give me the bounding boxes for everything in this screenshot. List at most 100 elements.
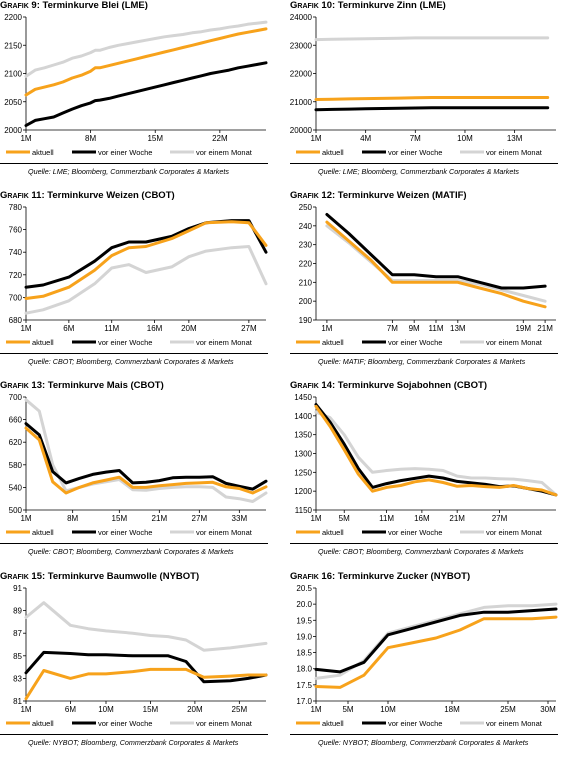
y-tick-label: 700 — [9, 293, 23, 302]
series-line-aktuell — [314, 96, 550, 101]
y-tick-label: 620 — [9, 438, 23, 447]
x-tick-label: 9M — [409, 324, 420, 333]
y-tick-label: 23000 — [290, 41, 313, 50]
y-tick-label: 250 — [299, 203, 313, 212]
y-tick-label: 740 — [9, 248, 23, 257]
footer-rule — [0, 543, 268, 544]
series-line-woche — [24, 61, 268, 127]
legend-label: vor einem Monat — [486, 719, 543, 728]
chart-title-text: Terminkurve Blei (LME) — [42, 0, 148, 11]
x-tick-label: 15M — [112, 514, 128, 523]
chart-title: Grafik 11: Terminkurve Weizen (CBOT) — [0, 190, 175, 201]
chart-panel: Grafik 15: Terminkurve Baumwolle (NYBOT)… — [0, 571, 272, 759]
chart-svg: 500 540 580 620 660 700 1M 8M 15M 21M 27M 33M aktuel… — [6, 393, 268, 537]
x-tick-label: 1M — [20, 514, 31, 523]
x-tick-label: 21M — [449, 514, 465, 523]
series-line-monat — [24, 601, 268, 652]
chart-source: Quelle: LME; Bloomberg, Commerzbank Corp… — [318, 167, 519, 176]
footer-rule — [0, 353, 268, 354]
chart-title: Grafik 9: Terminkurve Blei (LME) — [0, 0, 148, 11]
chart-panel: Grafik 11: Terminkurve Weizen (CBOT) 680 7… — [0, 190, 272, 378]
series-line-woche — [24, 650, 268, 684]
legend-label: aktuell — [322, 148, 344, 157]
series-line-aktuell — [314, 615, 558, 689]
y-tick-label: 720 — [9, 271, 23, 280]
series-line-woche — [325, 213, 547, 290]
footer-rule — [0, 734, 268, 735]
legend-label: aktuell — [32, 528, 54, 537]
chart-source: Quelle: CBOT; Bloomberg, Commerzbank Cor… — [28, 357, 234, 366]
y-tick-label: 1350 — [294, 431, 312, 440]
chart-source: Quelle: NYBOT; Bloomberg, Commerzbank Co… — [28, 738, 239, 747]
y-tick-label: 1300 — [294, 450, 312, 459]
x-tick-label: 27M — [241, 324, 257, 333]
chart-title-prefix: Grafik 9: — [0, 0, 43, 11]
chart-title-text: Terminkurve Weizen (CBOT) — [47, 190, 175, 201]
series-line-aktuell — [24, 426, 268, 495]
x-tick-label: 21M — [537, 324, 553, 333]
chart-svg: 17.0 17.5 18.0 18.5 19.0 19.5 20.0 20.5 1M 5M 10M 1… — [296, 584, 558, 728]
y-tick-label: 230 — [299, 241, 313, 250]
y-tick-label: 2000 — [4, 126, 22, 135]
chart-source: Quelle: MATIF; Bloomberg, Commerzbank Co… — [318, 357, 526, 366]
chart-panel: Grafik 9: Terminkurve Blei (LME) 2000 2050… — [0, 0, 272, 188]
series-line-monat — [325, 224, 547, 303]
y-tick-label: 81 — [13, 697, 22, 706]
footer-rule — [290, 163, 558, 164]
chart-title: Grafik 13: Terminkurve Mais (CBOT) — [0, 380, 164, 391]
y-tick-label: 1450 — [294, 393, 312, 402]
x-tick-label: 16M — [414, 514, 430, 523]
series-line-aktuell — [24, 27, 268, 97]
x-tick-label: 15M — [147, 134, 163, 143]
x-tick-label: 6M — [65, 705, 76, 714]
x-tick-label: 15M — [143, 705, 159, 714]
chart-svg: 2000 2050 2100 2150 2200 1M 8M 15M 22M aktuell vor… — [4, 13, 268, 157]
y-tick-label: 1150 — [295, 506, 313, 515]
y-tick-label: 20000 — [290, 126, 313, 135]
chart-source: Quelle: NYBOT; Bloomberg, Commerzbank Co… — [318, 738, 529, 747]
x-tick-label: 18M — [444, 705, 460, 714]
chart-panel: Grafik 14: Terminkurve Sojabohnen (CBOT)… — [290, 380, 561, 568]
series-line-monat — [314, 36, 550, 42]
x-tick-label: 8M — [67, 514, 78, 523]
legend-label: aktuell — [322, 528, 344, 537]
legend-label: aktuell — [32, 148, 54, 157]
legend-label: aktuell — [322, 719, 344, 728]
y-tick-label: 540 — [9, 483, 23, 492]
y-tick-label: 780 — [9, 203, 23, 212]
y-tick-label: 190 — [299, 316, 313, 325]
footer-rule — [290, 353, 558, 354]
chart-title-text: Terminkurve Weizen (MATIF) — [337, 190, 467, 201]
x-tick-label: 5M — [339, 514, 350, 523]
legend-label: vor einer Woche — [388, 719, 442, 728]
chart-source: Quelle: CBOT; Bloomberg, Commerzbank Cor… — [318, 547, 524, 556]
chart-title-prefix: Grafik 13: — [0, 380, 48, 391]
series-line-monat — [314, 410, 558, 497]
series-line-aktuell — [325, 220, 547, 309]
legend-label: vor einer Woche — [98, 719, 152, 728]
legend-label: vor einer Woche — [388, 528, 442, 537]
x-tick-label: 6M — [63, 324, 74, 333]
series-line-woche — [314, 607, 558, 674]
x-tick-label: 1M — [20, 705, 31, 714]
chart-source: Quelle: CBOT; Bloomberg, Commerzbank Cor… — [28, 547, 234, 556]
legend-label: vor einer Woche — [388, 338, 442, 347]
legend-label: aktuell — [32, 719, 54, 728]
legend-label: vor einer Woche — [98, 528, 152, 537]
series-line-woche — [314, 106, 550, 112]
chart-title: Grafik 16: Terminkurve Zucker (NYBOT) — [290, 571, 470, 582]
series-line-monat — [24, 398, 268, 503]
series-line-aktuell — [24, 220, 268, 300]
x-tick-label: 4M — [360, 134, 371, 143]
chart-title-prefix: Grafik 12: — [290, 190, 338, 201]
x-tick-label: 1M — [310, 134, 321, 143]
chart-svg: 190 200 210 220 230 240 250 1M 7M 9M 11M 13M 19M 21M a… — [296, 203, 556, 347]
y-tick-label: 200 — [299, 297, 313, 306]
chart-title-prefix: Grafik 11: — [0, 190, 48, 201]
chart-svg: 1150 1200 1250 1300 1350 1400 1450 1M 5M 11M 16M 21… — [294, 393, 558, 537]
chart-title-prefix: Grafik 14: — [290, 380, 338, 391]
legend-label: vor einem Monat — [486, 528, 543, 537]
footer-rule — [290, 734, 558, 735]
y-tick-label: 2050 — [4, 98, 22, 107]
y-tick-label: 22000 — [290, 70, 313, 79]
